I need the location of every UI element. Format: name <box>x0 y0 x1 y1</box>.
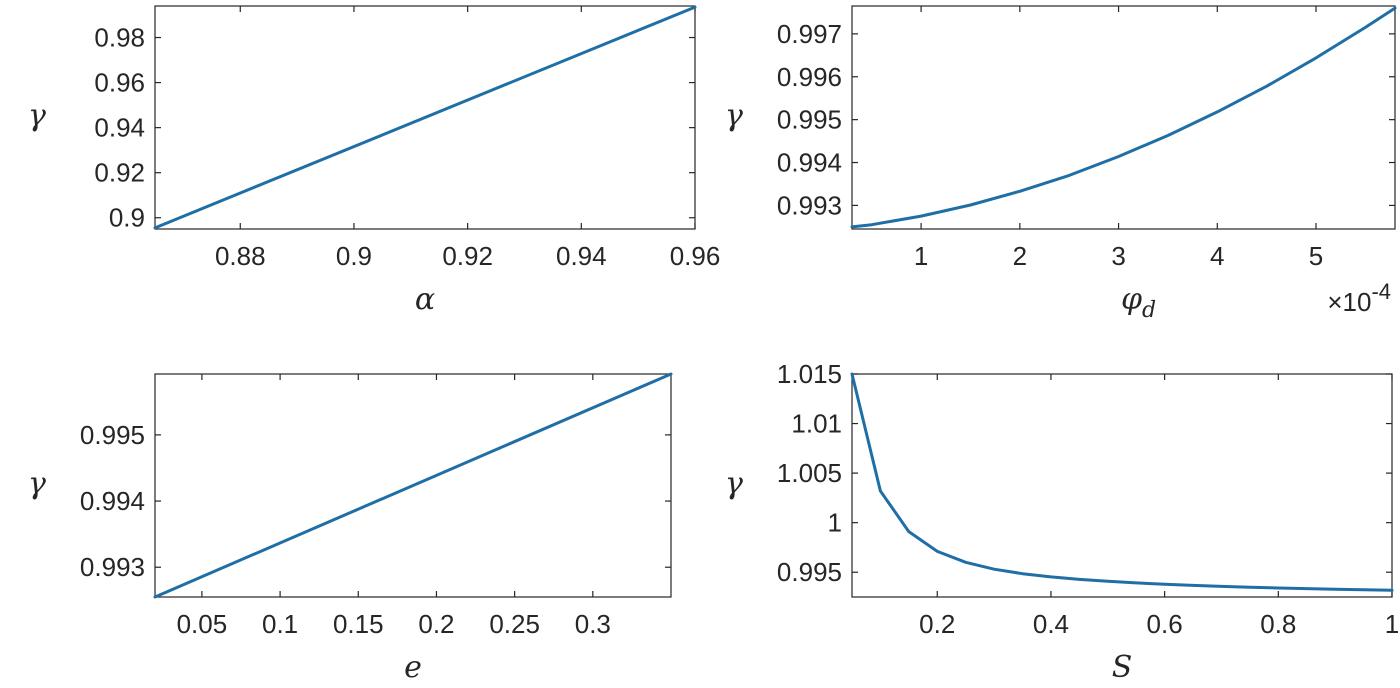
x-tick-label: 0.25 <box>489 609 540 639</box>
series-line <box>850 372 1394 592</box>
y-tick-label: 0.94 <box>94 113 145 143</box>
y-tick-label: 0.995 <box>777 105 842 135</box>
plot-frame <box>851 373 1393 598</box>
y-tick-label: 1.005 <box>777 458 842 488</box>
x-tick-label: 0.15 <box>333 609 384 639</box>
y-tick-label: 0.993 <box>80 552 145 582</box>
panel-gamma-vs-phi-d: 1 2 3 4 5 0.993 0.994 0.995 0.996 0.997 φd ×10-4 γ <box>725 5 1397 323</box>
x-axis-label-subscript: d <box>1142 298 1156 323</box>
x-tick-label: 1 <box>1385 609 1399 639</box>
panel-gamma-vs-e: 0.05 0.1 0.15 0.2 0.25 0.3 0.993 0.994 0.995 e γ <box>28 372 673 685</box>
y-tick-label: 0.92 <box>94 158 145 188</box>
y-tick-label: 0.996 <box>777 62 842 92</box>
x-axis-label: φd <box>1121 282 1156 323</box>
x-tick-label: 0.2 <box>418 609 454 639</box>
x-axis-label: α <box>415 282 435 317</box>
x-axis-label-main: S <box>1112 650 1133 685</box>
y-tick-label: 0.9 <box>109 203 145 233</box>
x-tick-label: 0.1 <box>262 609 298 639</box>
y-tick-label: 0.994 <box>777 148 842 178</box>
x-tick-label: 0.92 <box>442 241 493 271</box>
x-tick-label: 0.05 <box>177 609 228 639</box>
y-tick-label: 1.015 <box>777 359 842 389</box>
x-tick-label: 0.96 <box>670 241 721 271</box>
x-tick-label: 3 <box>1111 241 1125 271</box>
y-tick-label: 0.96 <box>94 68 145 98</box>
y-axis-label: γ <box>725 467 743 502</box>
y-tick-label: 1.01 <box>791 409 842 439</box>
series-line <box>153 372 673 599</box>
y-tick-label: 0.98 <box>94 23 145 53</box>
y-tick-label: 0.994 <box>80 486 145 516</box>
series-line <box>850 6 1397 229</box>
x-axis-exponent-power: -4 <box>1371 279 1391 304</box>
plot-frame <box>154 373 672 598</box>
x-axis-exponent: ×10-4 <box>1327 279 1391 317</box>
panel-gamma-vs-s: 0.2 0.4 0.6 0.8 1 0.995 1 1.005 1.01 1.015 Sγ <box>725 359 1399 685</box>
x-tick-label: 5 <box>1309 241 1323 271</box>
x-tick-label: 2 <box>1013 241 1027 271</box>
y-tick-label: 1 <box>828 508 842 538</box>
y-axis-label: γ <box>28 467 46 502</box>
y-tick-label: 0.997 <box>777 19 842 49</box>
x-axis-label: S <box>1112 650 1133 685</box>
y-tick-label: 0.995 <box>777 557 842 587</box>
x-tick-label: 1 <box>914 241 928 271</box>
x-tick-label: 0.3 <box>575 609 611 639</box>
y-tick-label: 0.993 <box>777 190 842 220</box>
x-tick-label: 0.9 <box>336 241 372 271</box>
x-axis-exponent-base: ×10 <box>1327 287 1371 317</box>
x-axis-label: e <box>404 650 422 685</box>
y-axis-label: γ <box>725 99 743 134</box>
x-tick-label: 0.94 <box>556 241 607 271</box>
x-axis-label-main: e <box>404 650 422 685</box>
x-tick-label: 0.6 <box>1147 609 1183 639</box>
plot-frame <box>851 5 1396 230</box>
y-axis-label: γ <box>28 99 46 134</box>
x-tick-label: 0.2 <box>919 609 955 639</box>
x-axis-label-main: α <box>415 282 435 317</box>
y-tick-label: 0.995 <box>80 420 145 450</box>
plot-frame <box>154 5 696 230</box>
panel-gamma-vs-alpha: 0.88 0.9 0.92 0.94 0.96 0.9 0.92 0.94 0.96 0.98 α γ <box>28 5 721 317</box>
x-tick-label: 0.88 <box>215 241 266 271</box>
x-axis-label-main: φ <box>1121 282 1142 317</box>
x-tick-label: 4 <box>1210 241 1224 271</box>
x-tick-label: 0.8 <box>1260 609 1296 639</box>
series-line <box>153 5 697 230</box>
x-tick-label: 0.4 <box>1033 609 1069 639</box>
